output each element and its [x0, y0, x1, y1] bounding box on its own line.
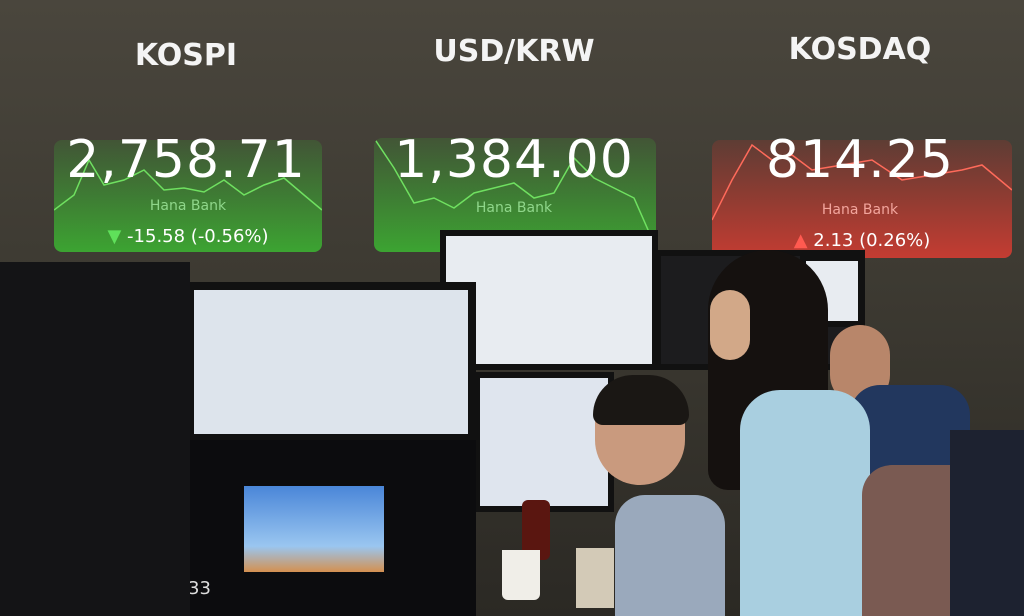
- kosdaq-value: 814.25: [766, 130, 954, 190]
- trading-monitor: [474, 372, 614, 512]
- hana-bank-logo: Hana Bank: [149, 198, 227, 214]
- hana-bank-logo: Hana Bank: [821, 202, 899, 218]
- foreground-monitor: [0, 262, 190, 616]
- usdkrw-title: USD/KRW: [433, 34, 595, 69]
- woman-standing: [690, 250, 875, 616]
- kospi-change: ▼ -15.58 (-0.56%): [107, 226, 269, 247]
- usdkrw-value: 1,384.00: [394, 130, 634, 190]
- jacket-on-chair: [950, 430, 1024, 616]
- desktop-monitor: 33: [180, 440, 476, 616]
- up-arrow-icon: ▲: [793, 230, 808, 251]
- kosdaq-chart: [712, 140, 1012, 258]
- coffee-cup: [502, 550, 540, 600]
- man-at-desk: [575, 375, 725, 616]
- kospi-value: 2,758.71: [66, 130, 306, 190]
- kosdaq-change: ▲ 2.13 (0.26%): [793, 230, 931, 251]
- trading-monitor: [186, 282, 476, 442]
- lock-screen-clock: 33: [188, 578, 211, 599]
- kospi-chart: [54, 140, 322, 252]
- iced-drink-cup: [576, 548, 614, 608]
- kosdaq-title: KOSDAQ: [788, 32, 932, 67]
- down-arrow-icon: ▼: [107, 226, 122, 247]
- wallpaper-image: [244, 486, 384, 572]
- trading-monitor: [440, 230, 658, 370]
- kospi-title: KOSPI: [134, 38, 238, 73]
- hana-bank-logo: Hana Bank: [475, 200, 553, 216]
